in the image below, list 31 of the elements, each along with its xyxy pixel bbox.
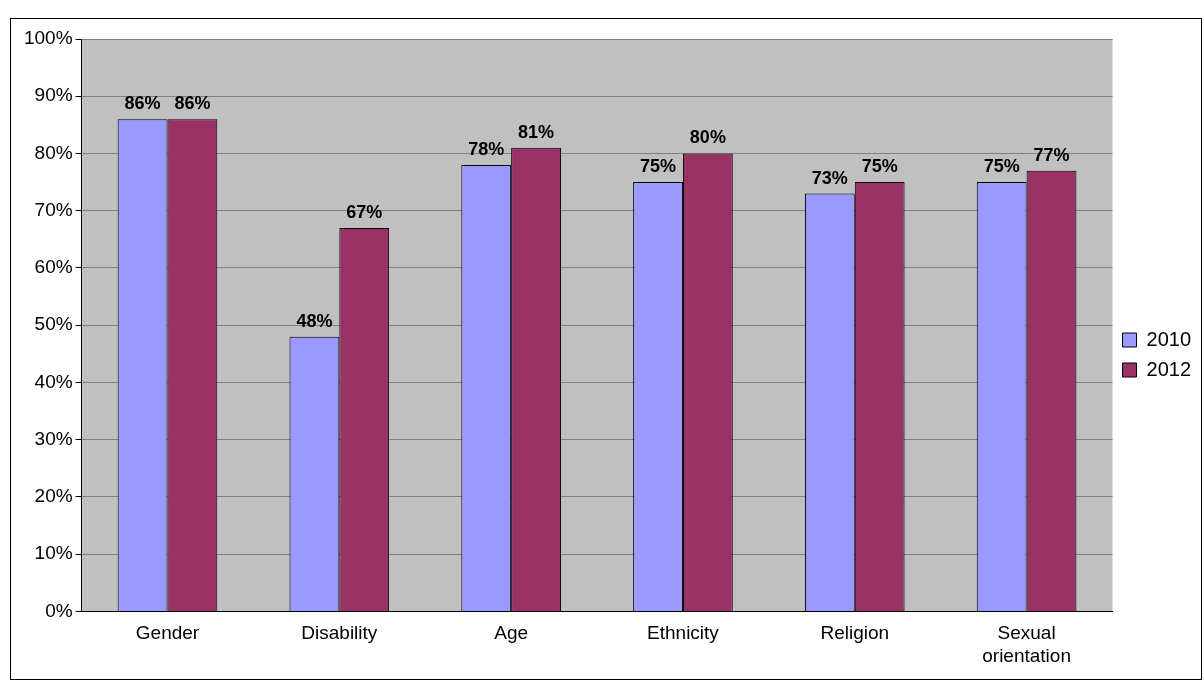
y-tick-label: 80% xyxy=(34,141,73,163)
text: 73% xyxy=(811,167,848,188)
text: 48% xyxy=(296,310,333,331)
y-tick-label: 90% xyxy=(34,84,73,106)
y-tick-label: 20% xyxy=(34,485,73,507)
text: 86% xyxy=(174,93,211,114)
y-tick-label: 50% xyxy=(34,313,73,335)
legend-label: 2012 xyxy=(1146,357,1192,380)
text: 86% xyxy=(124,93,161,114)
y-tick-label: 10% xyxy=(34,542,73,564)
x-tick-label: Gender xyxy=(135,622,200,644)
text: 78% xyxy=(468,138,505,159)
text: 67% xyxy=(346,201,383,222)
text: 75% xyxy=(861,156,898,177)
x-tick-label: Age xyxy=(494,622,529,644)
text: 80% xyxy=(689,127,726,148)
y-tick-label: 0% xyxy=(45,599,73,621)
y-tick-label: 70% xyxy=(34,198,73,220)
x-tick-label: Disability xyxy=(301,622,378,644)
text: 81% xyxy=(518,121,555,142)
x-tick-label: Sexual orientation xyxy=(982,622,1071,666)
legend-label: 2010 xyxy=(1146,327,1192,350)
y-tick-label: 30% xyxy=(34,427,73,449)
text: 77% xyxy=(1033,144,1070,165)
x-tick-label: Ethnicity xyxy=(647,622,720,644)
x-tick-label: Religion xyxy=(820,622,890,644)
y-tick-label: 100% xyxy=(23,27,73,49)
y-tick-label: 60% xyxy=(34,256,73,278)
text: 75% xyxy=(983,156,1020,177)
y-tick-label: 40% xyxy=(34,370,73,392)
text: 75% xyxy=(640,156,677,177)
